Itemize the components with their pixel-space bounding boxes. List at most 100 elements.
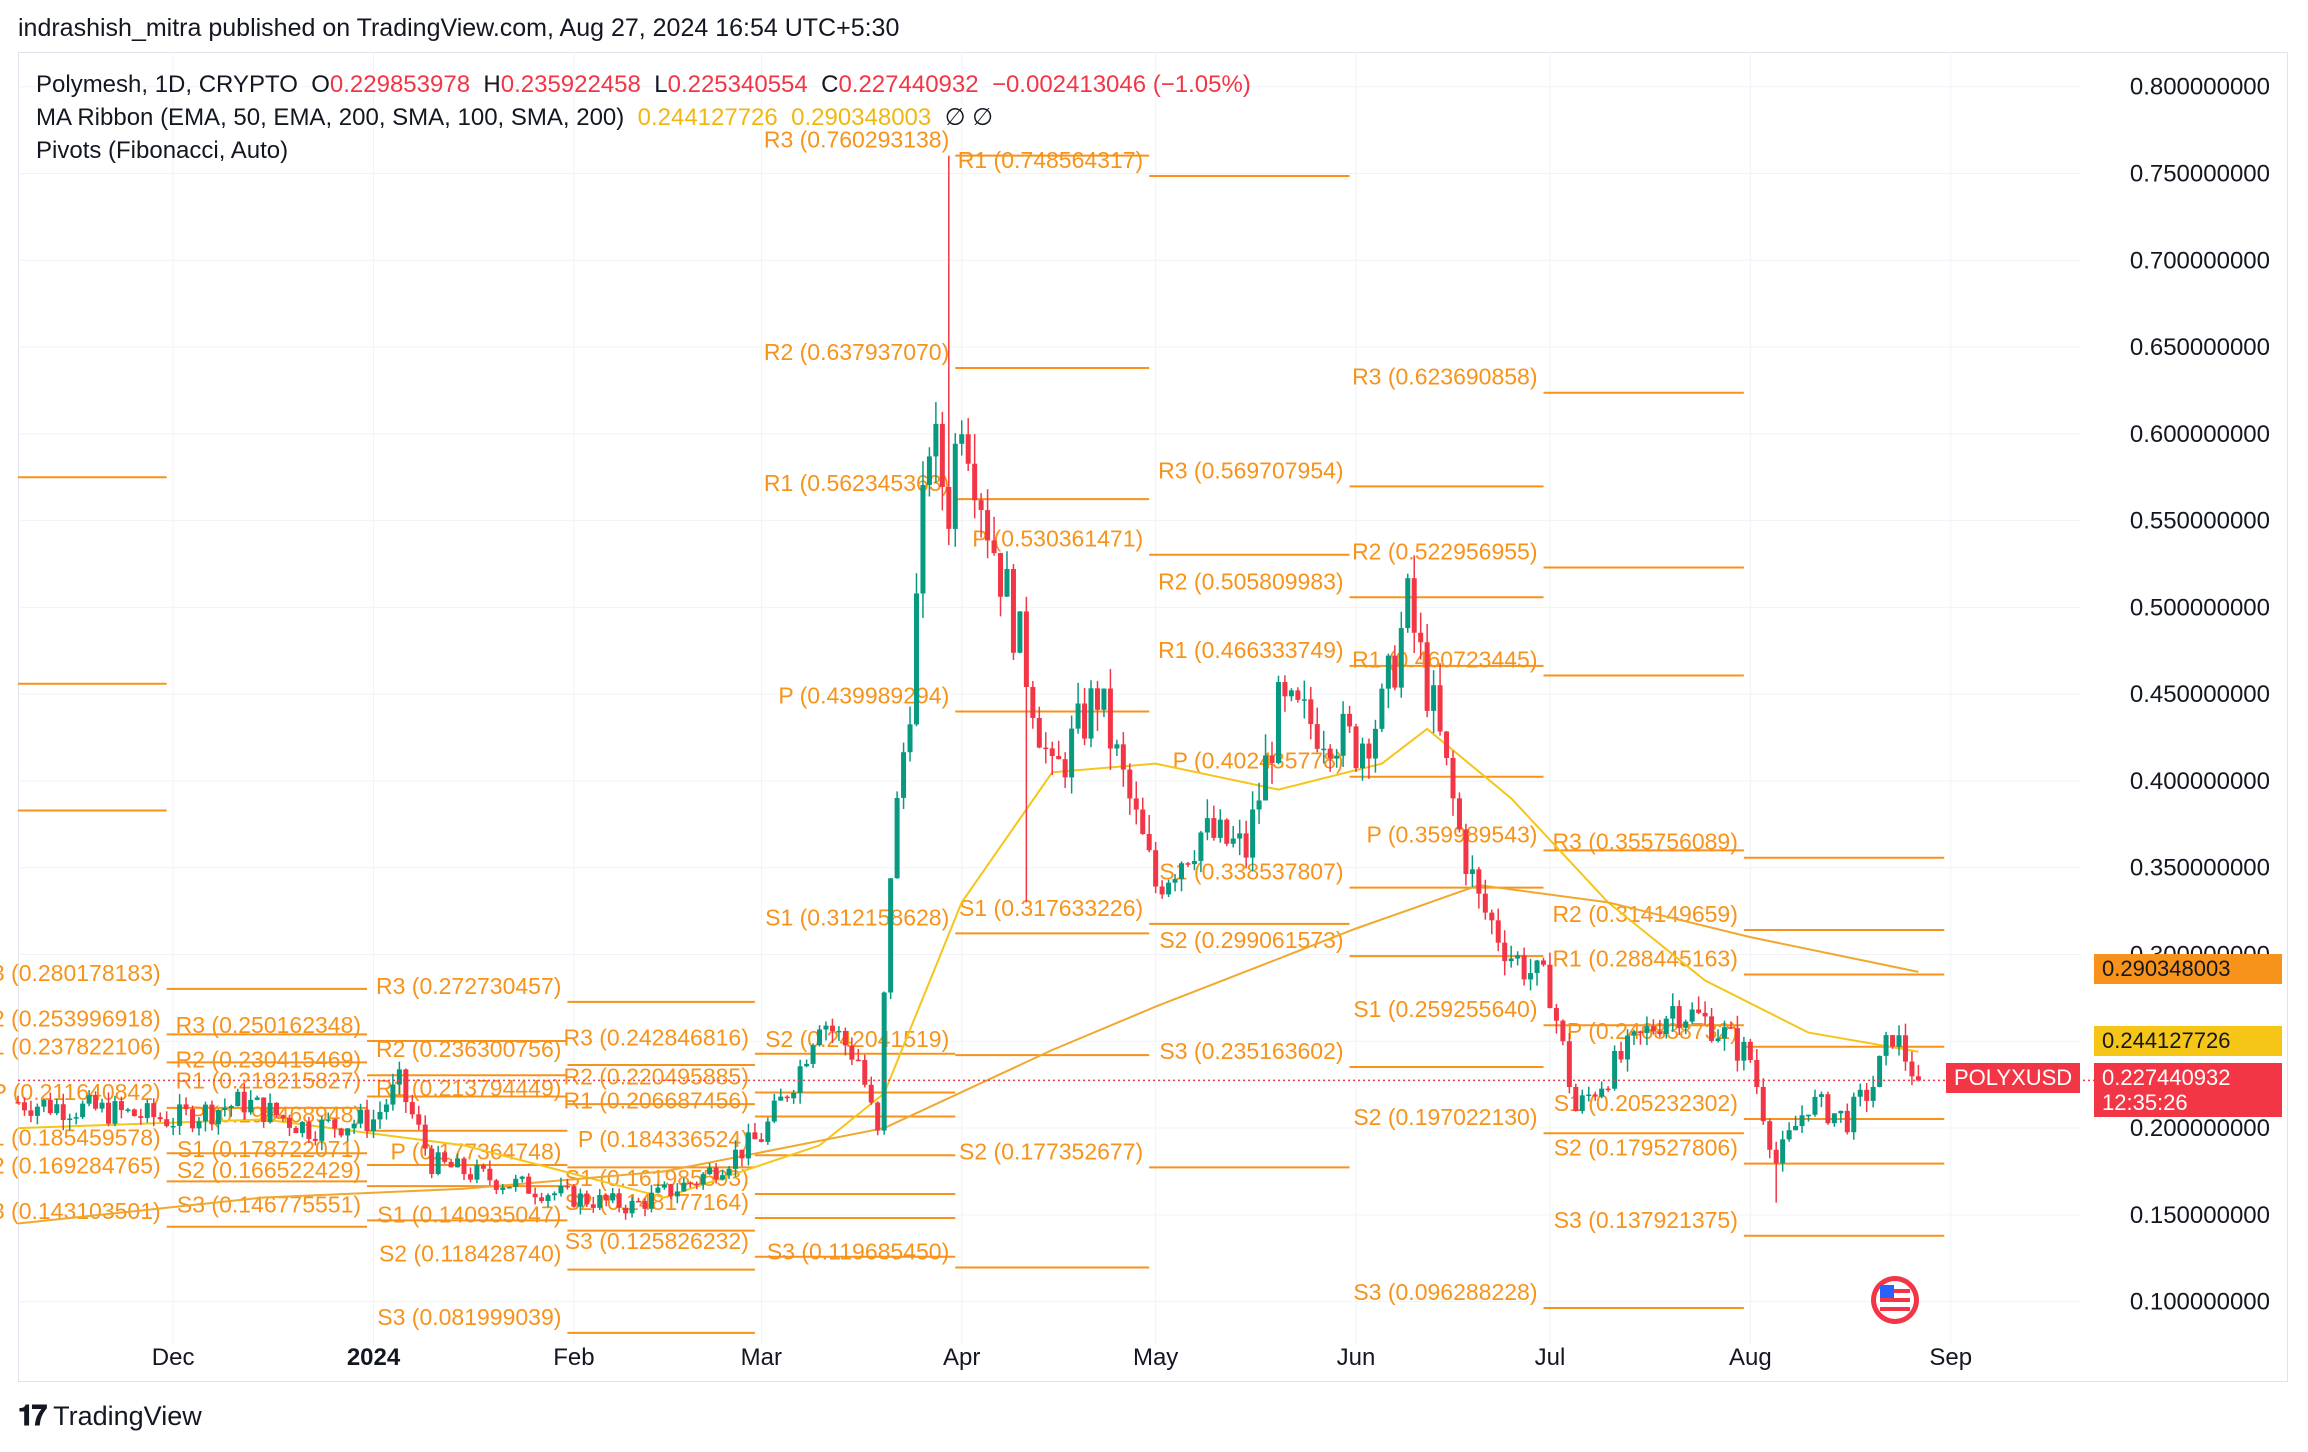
- candle-body: [1133, 798, 1139, 810]
- candle-body: [1515, 955, 1521, 959]
- candle-body: [409, 1102, 415, 1115]
- pivots-label[interactable]: Pivots (Fibonacci, Auto): [36, 137, 289, 164]
- candle-body: [1017, 611, 1023, 653]
- symbol-label[interactable]: Polymesh, 1D, CRYPTO: [36, 71, 298, 98]
- candle-body: [745, 1132, 751, 1159]
- candle-body: [1398, 628, 1404, 688]
- ma-ribbon-label[interactable]: MA Ribbon (EMA, 50, EMA, 200, SMA, 100, …: [36, 104, 625, 131]
- candle-body: [506, 1186, 512, 1189]
- candle-body: [157, 1117, 163, 1120]
- candle-body: [325, 1119, 331, 1121]
- candle-body: [603, 1194, 609, 1201]
- candle-body: [1618, 1050, 1624, 1060]
- candle-body: [467, 1174, 473, 1180]
- pivot-label: P (0.402435778): [1173, 748, 1344, 774]
- candle-body: [545, 1195, 551, 1201]
- candle-body: [1683, 1021, 1689, 1028]
- chart-frame: [18, 52, 2288, 1382]
- candle-body: [1082, 703, 1088, 739]
- pivot-label: S3 (0.137921375): [1554, 1207, 1738, 1233]
- us-flag-icon[interactable]: [1871, 1276, 1919, 1324]
- ma-value-1: 0.244127726: [637, 104, 778, 131]
- pivot-label: S2 (0.169284765): [0, 1152, 161, 1178]
- candle-body: [54, 1104, 60, 1114]
- candle-body: [526, 1176, 532, 1194]
- candle-body: [1237, 833, 1243, 839]
- pivot-label: P (0.211640842): [0, 1079, 161, 1105]
- candle-body: [241, 1091, 247, 1113]
- close-label: C: [821, 71, 839, 98]
- candle-body: [1153, 850, 1159, 887]
- footer-brand[interactable]: 𝟏𝟕 TradingView: [18, 1400, 202, 1433]
- candle-body: [358, 1109, 364, 1124]
- open-value: 0.229853978: [329, 71, 471, 98]
- candle-body: [1709, 1016, 1715, 1041]
- symbol-ohlc-row: Polymesh, 1D, CRYPTO O0.229853978 H0.235…: [36, 68, 1251, 101]
- candle-body: [1534, 960, 1540, 974]
- candle-body: [804, 1063, 810, 1067]
- candle-body: [817, 1029, 823, 1046]
- candle-body: [151, 1103, 157, 1118]
- pivot-label: S3 (0.119685450): [767, 1238, 949, 1264]
- candle-body: [1295, 690, 1301, 700]
- pivot-label: P (0.184336524): [578, 1126, 749, 1152]
- brand-name: TradingView: [53, 1401, 202, 1431]
- candle-body: [1586, 1094, 1592, 1097]
- candle-body: [267, 1102, 273, 1123]
- candle-body: [972, 463, 978, 501]
- candle-body: [1806, 1114, 1812, 1117]
- candle-body: [1663, 1018, 1669, 1035]
- candle-body: [306, 1121, 312, 1139]
- candle-body: [1870, 1086, 1876, 1101]
- candle-body: [1230, 838, 1236, 844]
- candle-body: [1909, 1061, 1915, 1077]
- pivot-label: R1 (0.237822106): [0, 1033, 161, 1059]
- candle-body: [493, 1180, 499, 1190]
- candle-body: [765, 1121, 771, 1142]
- candle-body: [312, 1138, 318, 1141]
- candle-body: [1069, 728, 1075, 778]
- candle-body: [694, 1183, 700, 1186]
- pivot-label: S2 (0.148177164): [565, 1189, 749, 1215]
- candle-body: [435, 1152, 441, 1174]
- pivot-label: S2 (0.177352677): [959, 1138, 1143, 1164]
- candle-body: [1599, 1088, 1605, 1097]
- candle-body: [1560, 1020, 1566, 1042]
- candle-body: [274, 1102, 280, 1116]
- candle-body: [1734, 1028, 1740, 1061]
- pivot-label: S1 (0.312158628): [765, 904, 949, 930]
- candle-body: [907, 724, 913, 753]
- candle-body: [771, 1100, 777, 1122]
- candle-body: [1528, 973, 1534, 980]
- high-label: H: [483, 71, 501, 98]
- pivot-label: R2 (0.230415469): [176, 1046, 361, 1072]
- candle-body: [1263, 755, 1269, 801]
- y-tick-label: 0.600000000: [2130, 421, 2270, 448]
- candle-body: [1482, 893, 1488, 913]
- candle-body: [293, 1127, 299, 1134]
- candle-body: [713, 1167, 719, 1180]
- candle-body: [1094, 688, 1100, 710]
- candle-body: [661, 1184, 667, 1188]
- candle-body: [1405, 578, 1411, 629]
- x-tick-label: Jul: [1535, 1344, 1566, 1371]
- candle-body: [1896, 1035, 1902, 1047]
- candle-body: [532, 1193, 538, 1198]
- candle-body: [726, 1168, 732, 1176]
- candle-body: [1159, 886, 1165, 895]
- candle-body: [1793, 1126, 1799, 1131]
- candle-body: [1540, 960, 1546, 965]
- candle-body: [1605, 1088, 1611, 1091]
- pivot-label: S2 (0.197022130): [1353, 1104, 1537, 1130]
- candle-body: [442, 1152, 448, 1162]
- candles: [15, 155, 1921, 1220]
- candle-body: [254, 1097, 260, 1100]
- candle-body: [93, 1095, 99, 1109]
- candle-body: [881, 992, 887, 1131]
- pivot-label: P (0.439989294): [778, 683, 949, 709]
- candle-body: [1579, 1095, 1585, 1112]
- candle-body: [1728, 1027, 1734, 1029]
- candle-body: [913, 593, 919, 725]
- y-tick-label: 0.650000000: [2130, 334, 2270, 361]
